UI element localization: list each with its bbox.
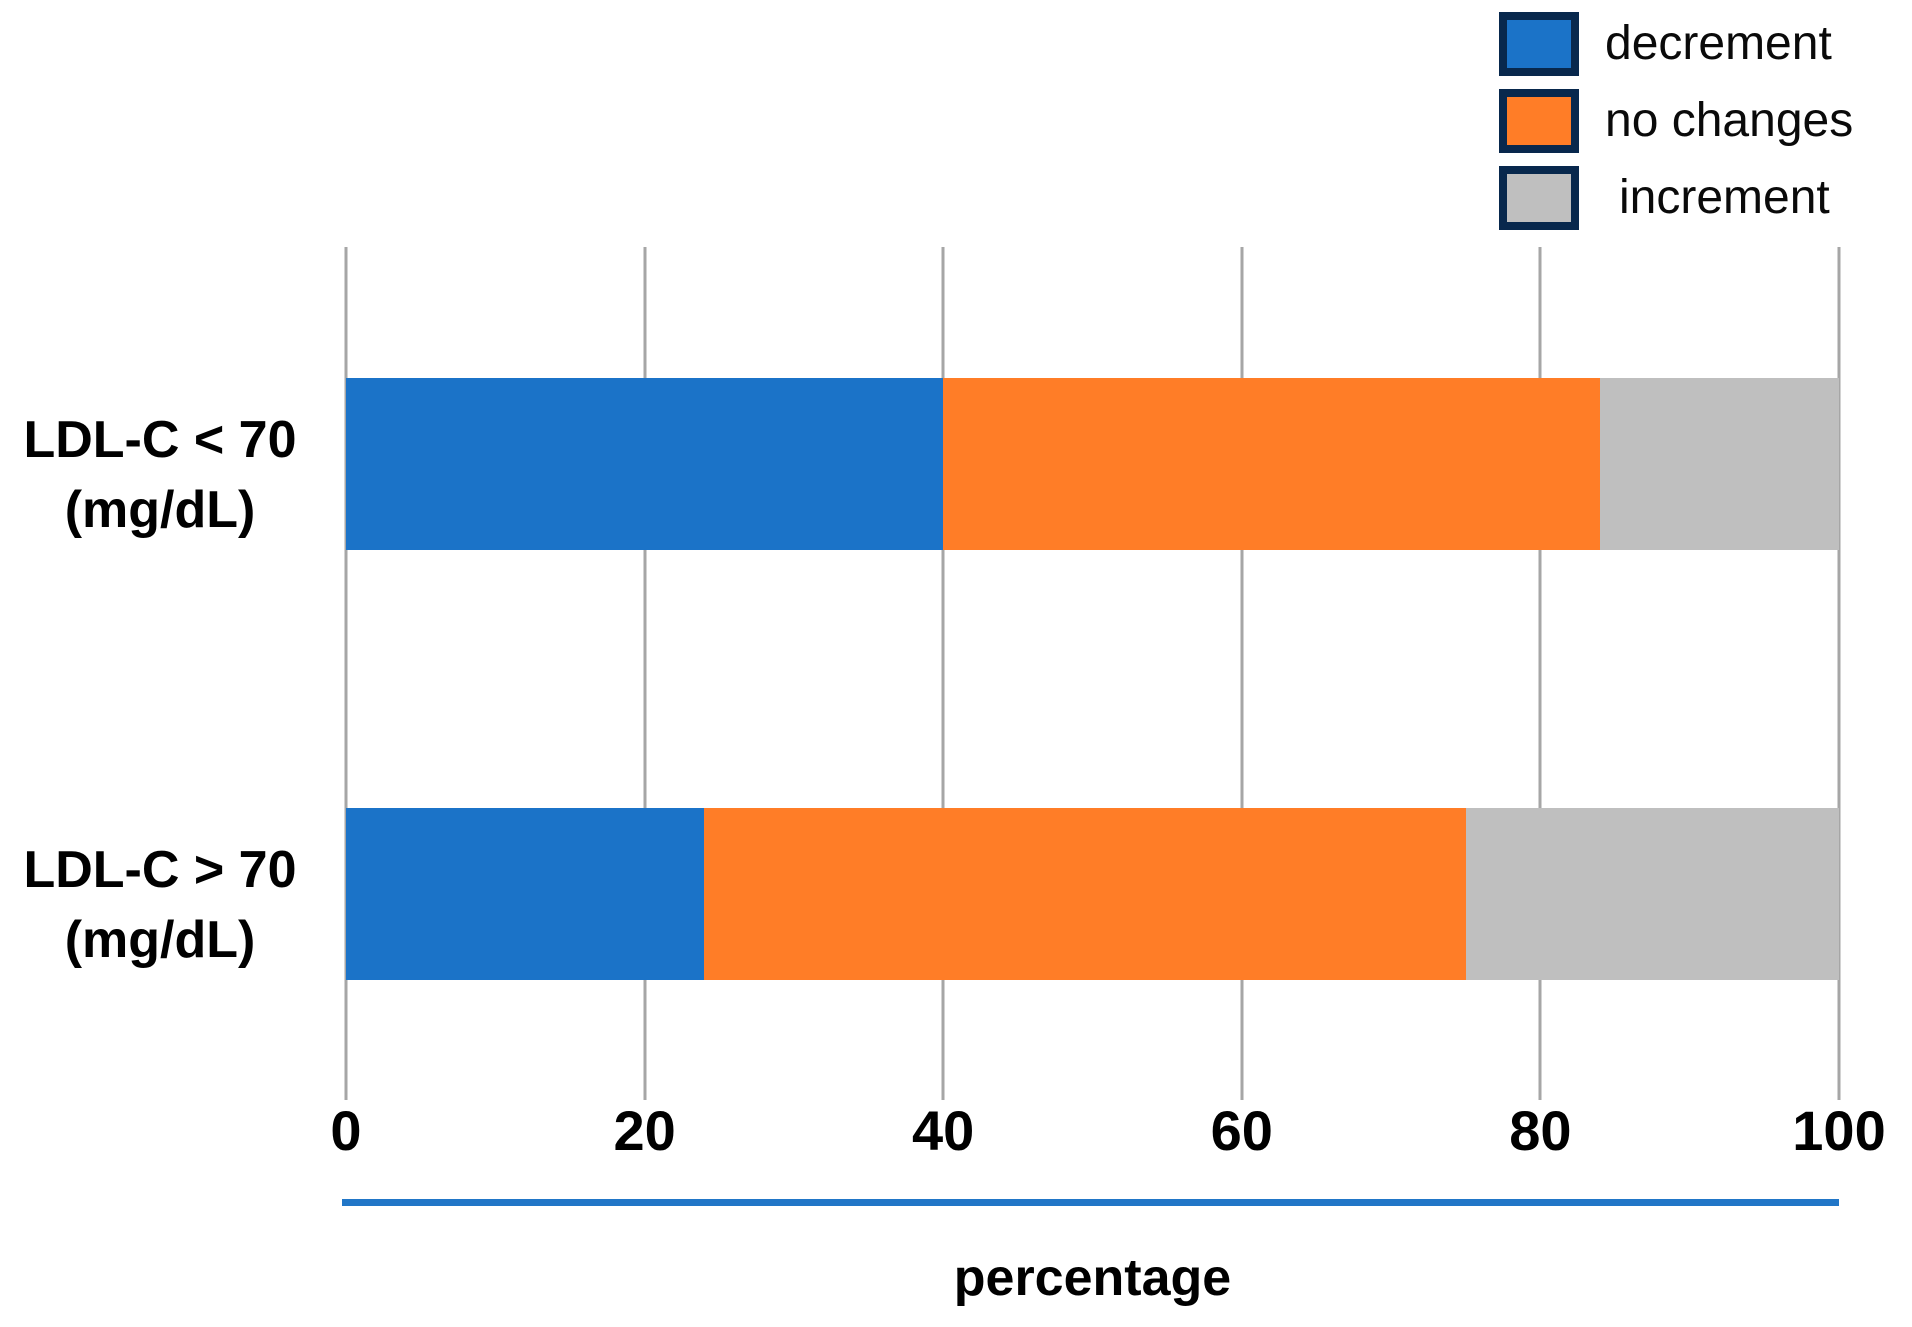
plot-area (344, 247, 1841, 1100)
gridline-100 (1837, 247, 1841, 1100)
x-tick-label-40: 40 (912, 1099, 975, 1162)
x-tick-label-0: 0 (330, 1099, 362, 1162)
x-tick-label-60: 60 (1210, 1099, 1273, 1162)
gridline-40 (941, 247, 945, 1100)
legend-item-decrement: decrement (1499, 12, 1864, 76)
category-label-ldl-lt-70: LDL-C < 70 (mg/dL) (0, 405, 320, 545)
legend-label: decrement (1605, 16, 1832, 70)
bar-row-ldl-lt-70 (346, 378, 1839, 550)
legend-label: no changes (1605, 93, 1854, 147)
gridline-80 (1538, 247, 1542, 1100)
gridline-60 (1240, 247, 1244, 1100)
bar-segment-no-changes (943, 378, 1601, 550)
x-axis-tick-labels: 0 20 40 60 80 100 (330, 1098, 1885, 1168)
category-label-ldl-gt-70: LDL-C > 70 (mg/dL) (0, 835, 320, 975)
bar-segment-increment (1600, 378, 1839, 550)
x-axis-title: percentage (953, 1249, 1232, 1307)
bar-segment-increment (1465, 808, 1839, 980)
x-tick-label-100: 100 (1792, 1099, 1886, 1162)
bar-row-ldl-gt-70 (346, 808, 1839, 980)
x-tick-label-80: 80 (1509, 1099, 1572, 1162)
legend-label: increment (1619, 170, 1830, 224)
x-axis-line (342, 1199, 1839, 1206)
bar-segment-decrement (346, 378, 944, 550)
x-tick-label-20: 20 (613, 1099, 676, 1162)
legend-swatch-increment (1499, 166, 1579, 230)
bar-segment-no-changes (704, 808, 1466, 980)
legend-swatch-no-changes (1499, 89, 1579, 153)
gridline-0 (344, 247, 348, 1100)
category-label-line2: (mg/dL) (64, 481, 256, 540)
category-label-line2: (mg/dL) (64, 911, 256, 970)
gridline-20 (643, 247, 647, 1100)
legend-item-increment: increment (1499, 166, 1864, 230)
legend: decrement no changes increment (1499, 12, 1864, 230)
category-label-line1: LDL-C < 70 (23, 411, 297, 469)
legend-swatch-decrement (1499, 12, 1579, 76)
category-label-line1: LDL-C > 70 (23, 841, 297, 899)
legend-item-no-changes: no changes (1499, 89, 1864, 153)
bar-segment-decrement (346, 808, 705, 980)
